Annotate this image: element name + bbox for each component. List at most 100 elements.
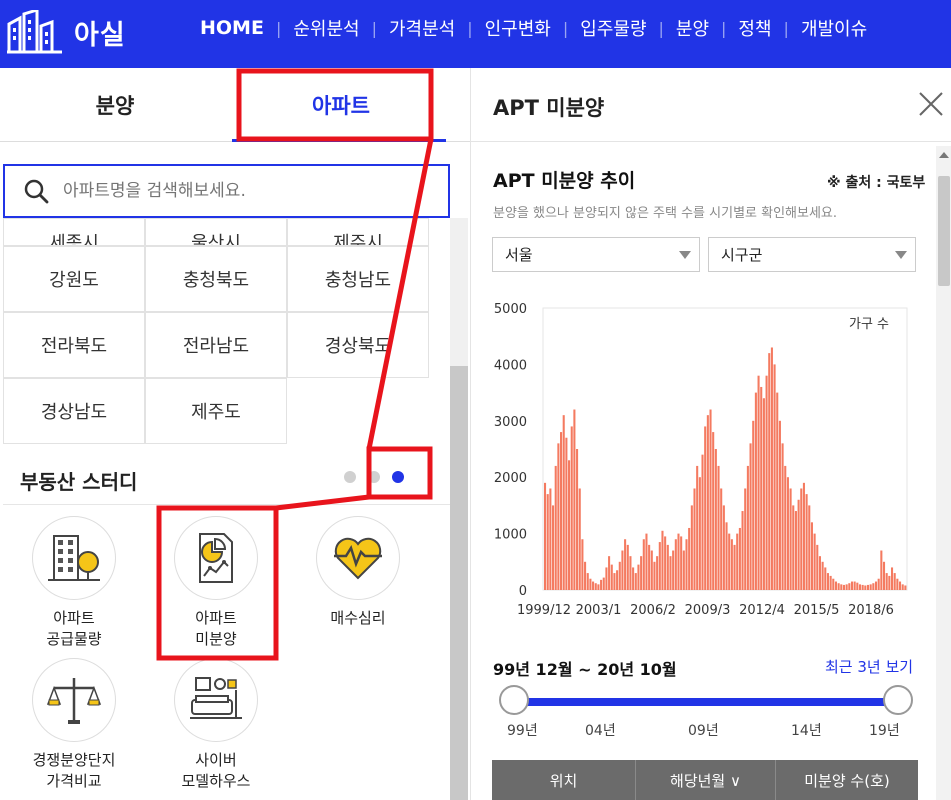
chart-bar[interactable] (653, 561, 656, 590)
chart-bar[interactable] (682, 550, 685, 590)
chart-bar[interactable] (688, 527, 691, 590)
chart-bar[interactable] (562, 415, 565, 590)
chart-bar[interactable] (650, 550, 653, 590)
region-cell[interactable]: 제주시 (287, 218, 429, 246)
chart-bar[interactable] (605, 567, 608, 590)
study-item-buying-sentiment[interactable]: 매수심리 (288, 516, 428, 629)
chart-bar[interactable] (664, 536, 667, 590)
chart-bar[interactable] (797, 499, 800, 590)
chart-bar[interactable] (741, 511, 744, 590)
chart-bar[interactable] (544, 482, 547, 590)
nav-ranking[interactable]: 순위분석 (293, 19, 360, 40)
chart-bar[interactable] (896, 578, 899, 590)
year-range-track[interactable] (514, 698, 898, 706)
chart-bar[interactable] (818, 556, 821, 590)
chart-bar[interactable] (802, 482, 805, 590)
chart-bar[interactable] (618, 561, 621, 590)
chart-bar[interactable] (800, 488, 803, 590)
chart-bar[interactable] (813, 533, 816, 590)
chart-bar[interactable] (837, 583, 840, 590)
study-item-apt-supply[interactable]: 아파트 공급물량 (4, 516, 144, 650)
chart-bar[interactable] (768, 353, 771, 590)
chart-bar[interactable] (858, 584, 862, 590)
chart-bar[interactable] (890, 567, 894, 590)
chart-bar[interactable] (565, 437, 568, 590)
recent-3years-link[interactable]: 최근 3년 보기 (825, 658, 914, 676)
chart-bar[interactable] (744, 488, 747, 590)
chart-bar[interactable] (736, 533, 739, 590)
chart-bar[interactable] (765, 375, 768, 590)
nav-supply[interactable]: 입주물량 (580, 19, 647, 40)
chart-bar[interactable] (898, 581, 902, 590)
chart-bar[interactable] (594, 583, 597, 590)
chart-bar[interactable] (666, 544, 669, 590)
chart-bar[interactable] (781, 443, 784, 590)
tab-apartment[interactable]: 아파트 (312, 94, 370, 118)
region-cell[interactable]: 전라남도 (145, 312, 287, 378)
chart-bar[interactable] (645, 533, 648, 590)
chart-bar[interactable] (829, 575, 832, 590)
chart-bar[interactable] (816, 544, 819, 590)
chart-bar[interactable] (568, 460, 571, 590)
chart-bar[interactable] (634, 573, 637, 590)
column-header-unsold-count[interactable]: 미분양 수(호) (804, 771, 890, 790)
chart-bar[interactable] (853, 581, 856, 590)
chart-bar[interactable] (629, 556, 632, 590)
chart-bar[interactable] (794, 511, 797, 590)
carousel-dot[interactable] (344, 471, 356, 483)
chart-bar[interactable] (810, 522, 813, 590)
range-start-handle[interactable] (499, 685, 529, 715)
chart-bar[interactable] (573, 409, 576, 590)
chart-bar[interactable] (549, 488, 552, 590)
chart-bar[interactable] (600, 579, 603, 590)
region-cell[interactable]: 울산시 (145, 218, 287, 246)
chart-bar[interactable] (714, 449, 717, 590)
chart-bar[interactable] (581, 539, 584, 590)
chart-bar[interactable] (648, 544, 651, 590)
chart-bar[interactable] (864, 585, 867, 590)
chart-bar[interactable] (880, 550, 883, 590)
chart-bar[interactable] (845, 584, 848, 590)
chart-bar[interactable] (770, 347, 773, 590)
chart-bar[interactable] (597, 584, 600, 590)
left-scrollbar[interactable] (450, 218, 468, 800)
chart-bar[interactable] (672, 550, 675, 590)
column-header-month[interactable]: 해당년월 ∨ (636, 760, 776, 800)
chart-bar[interactable] (624, 539, 627, 590)
chart-bar[interactable] (560, 432, 563, 590)
right-scrollbar[interactable] (936, 146, 951, 800)
chart-bar[interactable] (733, 544, 736, 590)
chart-bar[interactable] (738, 527, 741, 590)
nav-price[interactable]: 가격분석 (388, 19, 456, 40)
chart-bar[interactable] (885, 573, 888, 590)
chart-bar[interactable] (610, 564, 613, 590)
chart-bar[interactable] (762, 398, 765, 590)
region-cell[interactable]: 강원도 (3, 246, 145, 312)
chart-bar[interactable] (821, 561, 824, 590)
chart-bar[interactable] (677, 533, 680, 590)
chart-bar[interactable] (757, 375, 760, 590)
region-cell[interactable]: 경상북도 (287, 312, 429, 378)
nav-presale[interactable]: 분양 (675, 19, 710, 40)
chart-bar[interactable] (872, 583, 875, 590)
region-cell[interactable]: 전라북도 (3, 312, 145, 378)
chart-bar[interactable] (685, 539, 688, 590)
search-icon[interactable] (23, 178, 49, 204)
chart-bar[interactable] (576, 449, 579, 590)
chart-bar[interactable] (848, 583, 851, 590)
chart-bar[interactable] (861, 584, 864, 590)
study-item-price-compare[interactable]: 경쟁분양단지 가격비교 (4, 658, 144, 792)
chart-bar[interactable] (720, 488, 723, 590)
chart-bar[interactable] (696, 465, 699, 590)
chart-bar[interactable] (640, 556, 643, 590)
chart-bar[interactable] (570, 426, 573, 590)
chart-bar[interactable] (725, 522, 728, 590)
carousel-dot-active[interactable] (392, 471, 404, 483)
carousel-dot[interactable] (368, 471, 380, 483)
chart-bar[interactable] (680, 536, 683, 590)
chart-bar[interactable] (552, 505, 555, 590)
chart-bar[interactable] (722, 505, 725, 590)
study-item-apt-unsold[interactable]: 아파트 미분양 (146, 516, 286, 650)
chart-bar[interactable] (840, 584, 843, 590)
chart-bar[interactable] (834, 581, 837, 590)
